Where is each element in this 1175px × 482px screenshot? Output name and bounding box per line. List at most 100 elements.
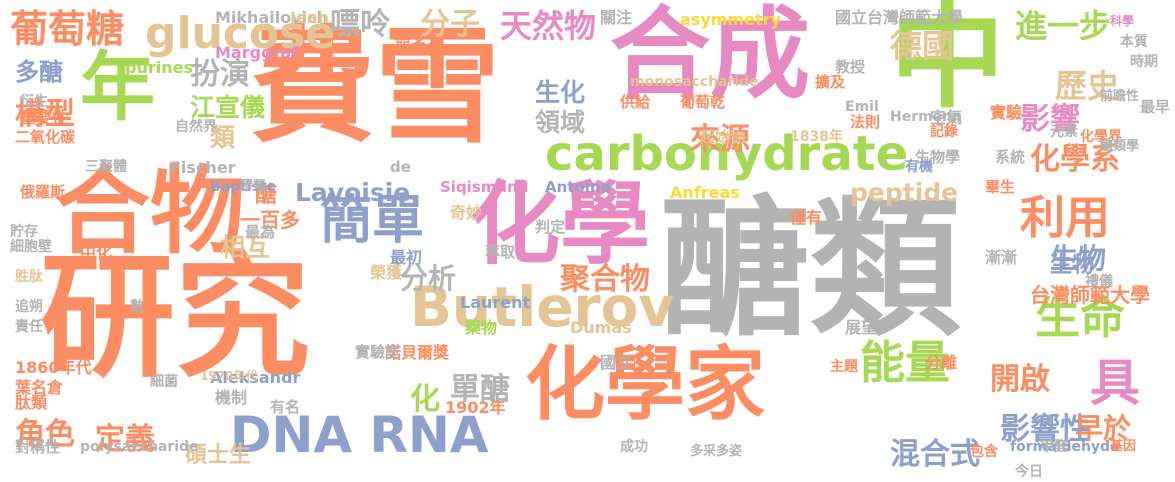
cloud-word: Anfreas [670, 183, 740, 202]
cloud-word: 教授 [835, 58, 866, 76]
cloud-word: 構型 [15, 97, 75, 132]
cloud-word: 開啟 [990, 362, 1050, 397]
cloud-word: 1860年代 [15, 358, 92, 377]
cloud-word: 德國 [890, 27, 955, 65]
cloud-word: 混合式 [890, 437, 980, 472]
cloud-word: 禮儀 [1085, 274, 1113, 290]
cloud-word: 碩士生 [185, 443, 252, 468]
cloud-word: 醣 [255, 183, 278, 208]
cloud-word: 聚合物 [560, 262, 650, 297]
cloud-word: Antoine [545, 178, 611, 196]
cloud-word: 追朔 [15, 299, 43, 315]
cloud-word: Lavoisie [295, 178, 411, 207]
cloud-word: 數 [130, 299, 144, 315]
cloud-word: 最為 [245, 223, 276, 241]
cloud-word: 奇妙 [450, 203, 483, 222]
cloud-word: 重要性 [20, 108, 69, 127]
cloud-word: 來源 [690, 122, 750, 157]
cloud-word: 機制 [215, 388, 248, 407]
cloud-word: 葡萄糖 [10, 7, 125, 51]
cloud-word: 法則 [850, 113, 881, 131]
cloud-word: glucose [145, 8, 336, 59]
cloud-word: 畢生 [985, 178, 1016, 196]
cloud-word: carbohydrate [545, 126, 909, 182]
cloud-word: 台灣師範大學 [1030, 283, 1150, 307]
cloud-word: purines [125, 58, 193, 77]
cloud-word: 早於 [1075, 412, 1132, 445]
cloud-word: Siqismund [440, 178, 529, 196]
cloud-word: Emil [845, 99, 879, 115]
cloud-word: 生命 [1035, 291, 1126, 344]
cloud-word: 今日 [1015, 464, 1043, 480]
cloud-word: 年 [80, 43, 156, 131]
cloud-word: 自然界 [175, 119, 217, 135]
cloud-word: 細菌 [150, 374, 178, 390]
cloud-word: 領域 [535, 108, 586, 137]
cloud-word: 萃取 [485, 243, 516, 261]
cloud-word: 供給 [620, 93, 651, 111]
cloud-word: 衍生 [20, 94, 48, 110]
cloud-word: 三聚體 [85, 159, 127, 175]
cloud-word: 合物 [55, 157, 246, 267]
cloud-word: 定義 [95, 422, 155, 457]
cloud-word: 利用 [1020, 191, 1111, 244]
cloud-word: 藥物 [465, 318, 498, 337]
cloud-word: 研究 [40, 239, 310, 396]
cloud-word: 肽類 [15, 393, 48, 412]
cloud-word: 二氧化碳 [15, 128, 76, 146]
cloud-word: 扮演 [190, 57, 250, 92]
cloud-word: 天然物 [500, 7, 597, 45]
cloud-word: 化學界 [1080, 129, 1122, 145]
cloud-word: 影響 [1020, 102, 1080, 137]
cloud-word: 醣類 [660, 183, 961, 357]
cloud-word: 江宣儀 [190, 93, 266, 122]
cloud-word: 最早 [1140, 98, 1171, 116]
cloud-word: 起始物 [700, 128, 746, 146]
cloud-word: 生物 [1050, 253, 1095, 278]
cloud-word: peptide [850, 178, 959, 207]
cloud-word: 生物 [1050, 242, 1107, 275]
cloud-word: 1902年 [445, 398, 506, 417]
cloud-word: 甲醛 [1040, 439, 1068, 455]
cloud-word: 歷史 [1055, 67, 1120, 105]
cloud-word: 實驗室 [355, 343, 401, 361]
cloud-word: 榮獲 [370, 263, 403, 282]
cloud-word: Baptiste [210, 179, 277, 195]
cloud-word: 生物學 [915, 148, 961, 166]
cloud-word: 成功 [620, 439, 648, 455]
cloud-word: 角色 [15, 417, 75, 452]
cloud-word: Mikhailovich [215, 8, 328, 27]
cloud-word: 1970年代 [200, 369, 258, 383]
cloud-word: 有名 [270, 398, 301, 416]
cloud-word: asymmetry [680, 10, 781, 29]
cloud-word: Butlerov [410, 275, 675, 339]
cloud-word: 國立 [600, 353, 633, 372]
cloud-word: DNA RNA [230, 406, 489, 464]
cloud-word: Laurent [460, 293, 531, 312]
cloud-word: 時期 [1130, 54, 1158, 70]
cloud-word: 分子 [420, 7, 480, 42]
cloud-word: monosaccharide [630, 74, 759, 90]
cloud-word: 主題 [830, 359, 858, 375]
cloud-word: 貯存 [10, 224, 38, 240]
cloud-word: formaldehyde [1010, 439, 1120, 455]
cloud-word: 關注 [600, 8, 633, 27]
cloud-word: 多采多姿 [690, 444, 743, 459]
cloud-word: 膠類 [240, 179, 267, 194]
cloud-word: 本質 [1120, 34, 1148, 50]
cloud-word: 費雪 [250, 15, 500, 160]
cloud-word: 細胞壁 [10, 239, 52, 255]
cloud-word: 擴及 [815, 73, 846, 91]
cloud-word: 葉名倉 [15, 378, 64, 397]
cloud-word: Marggraf [215, 43, 299, 62]
cloud-word: 判定 [535, 218, 566, 236]
cloud-word: Jean [290, 8, 329, 27]
cloud-word: 對稱性 [15, 438, 61, 456]
cloud-word: 元素 [1050, 124, 1078, 140]
cloud-word: 胜肽 [15, 269, 43, 285]
cloud-word: 記錄 [930, 124, 958, 140]
cloud-word: 僅有 [790, 208, 823, 227]
cloud-word: 系統 [995, 148, 1026, 166]
cloud-word: 進一步 [1015, 7, 1112, 45]
